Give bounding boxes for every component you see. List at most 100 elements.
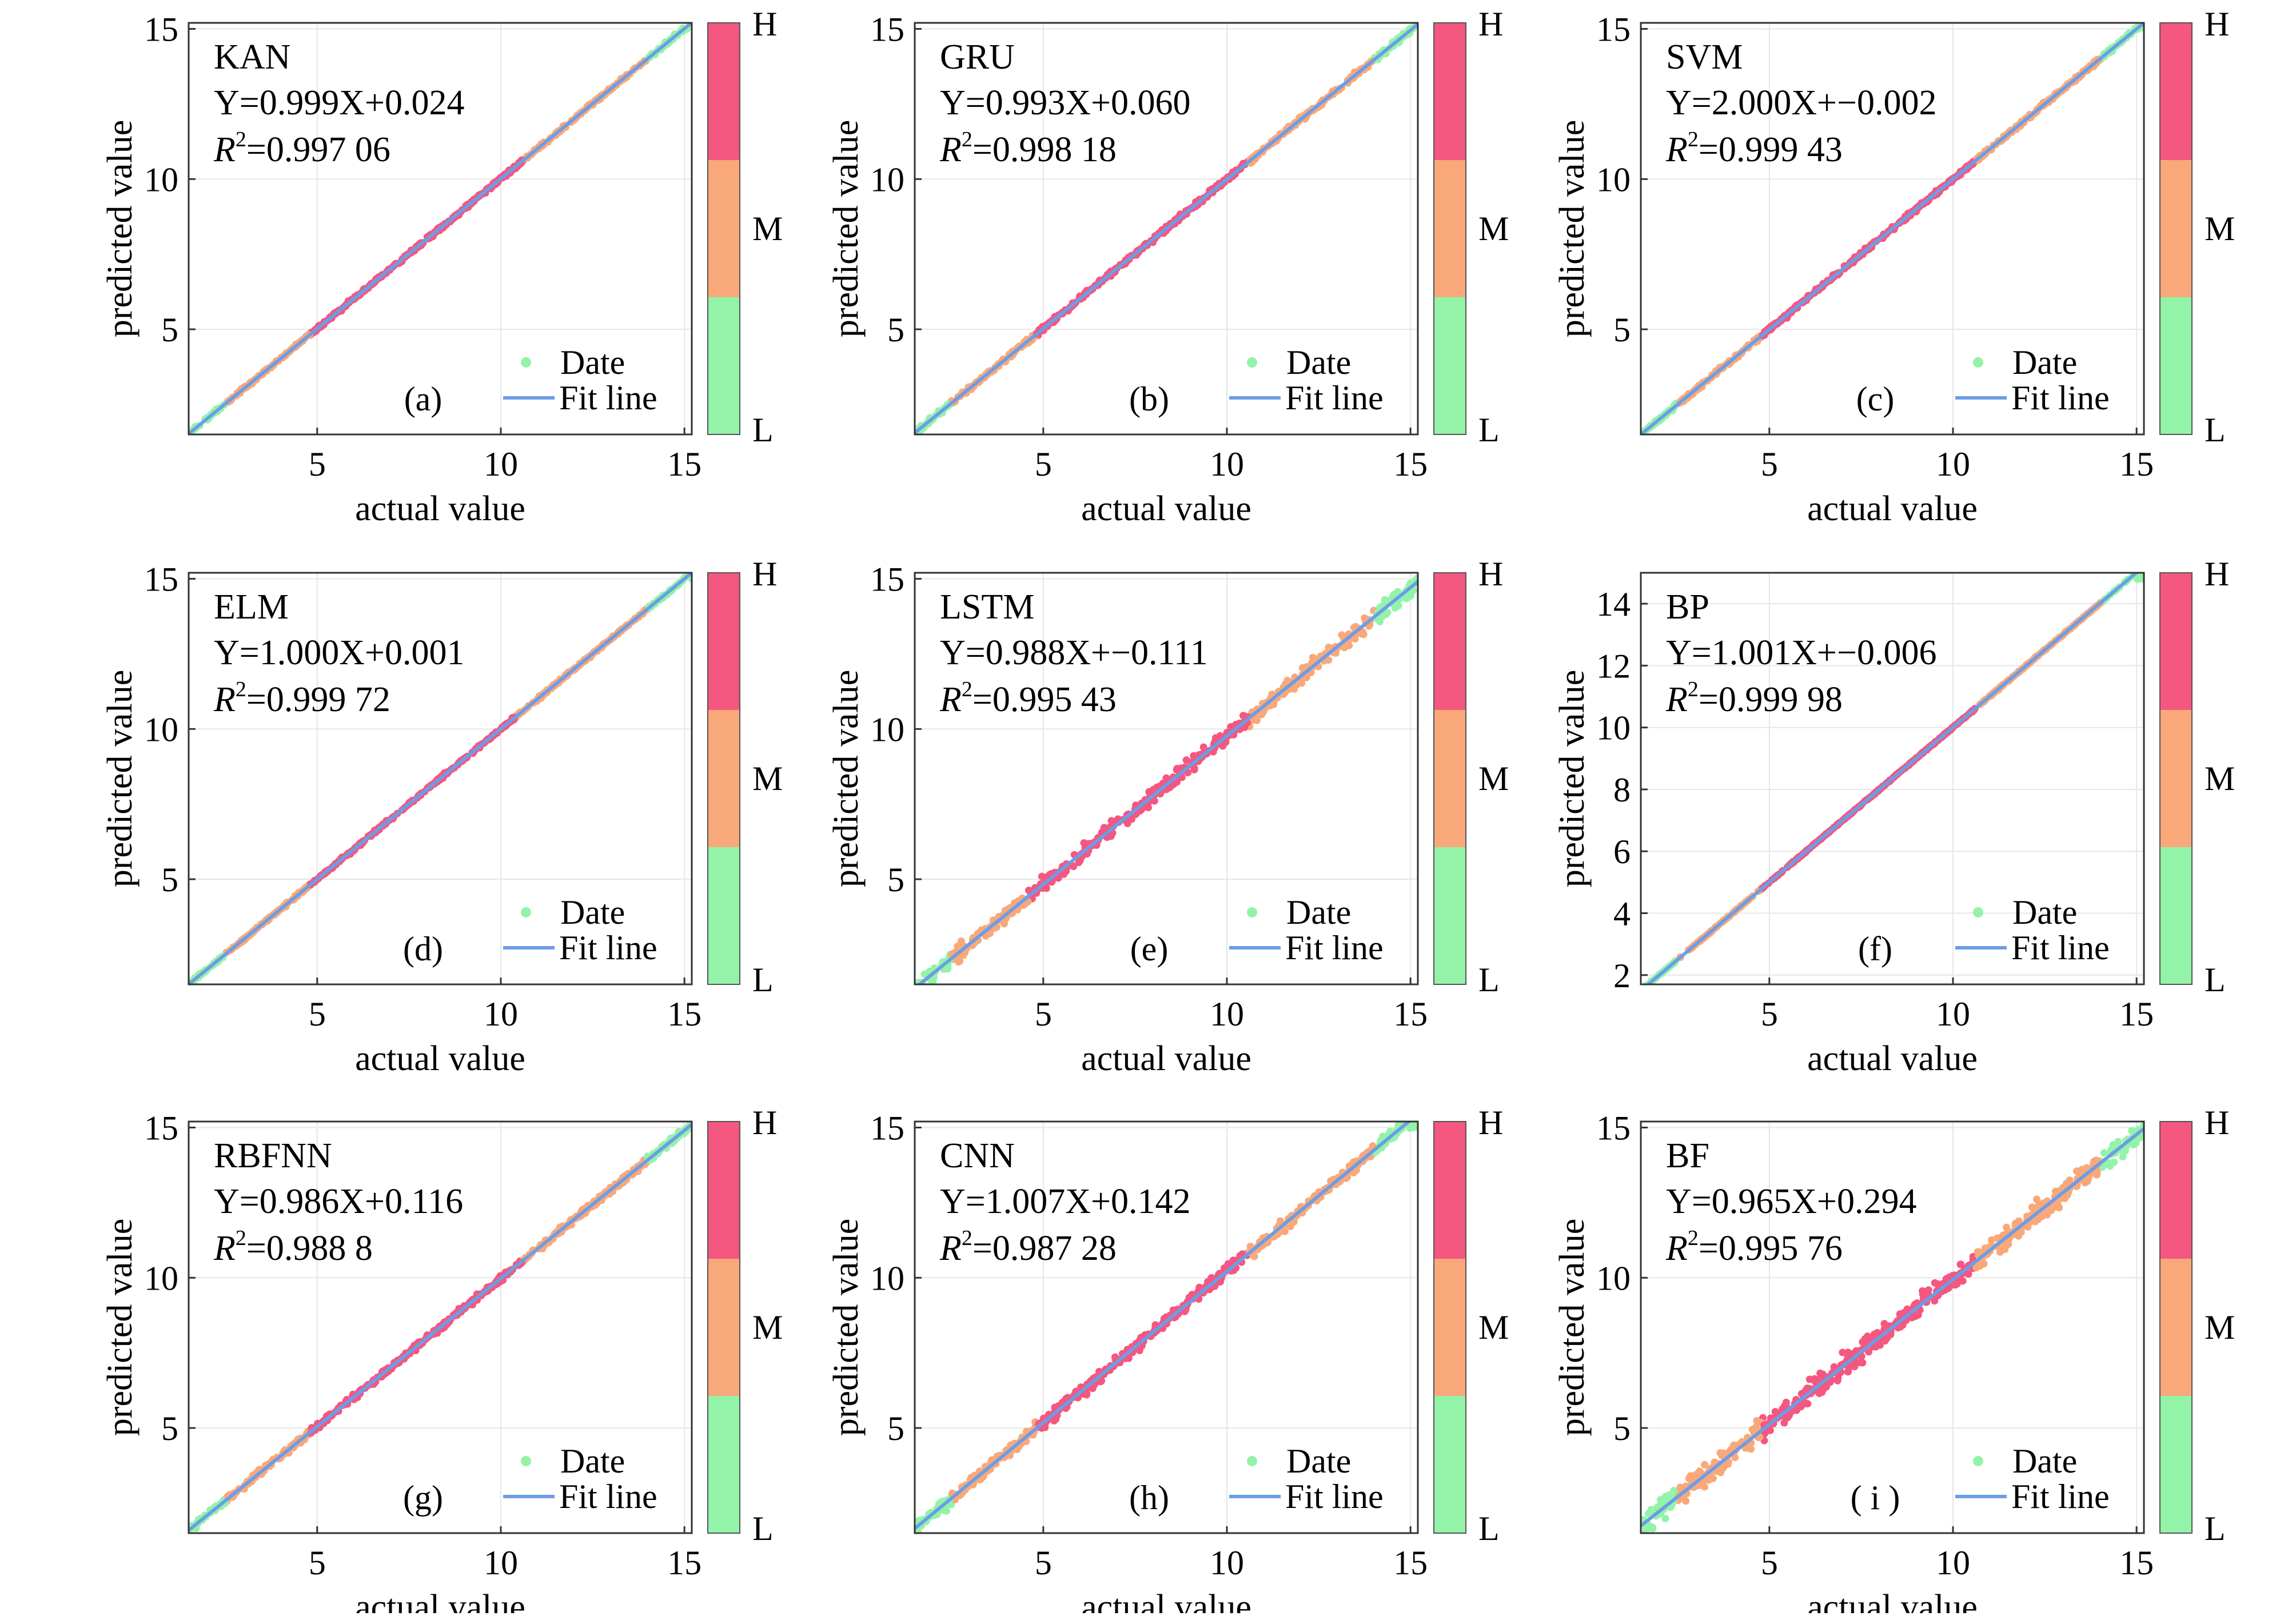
- y-tick-label: 8: [1613, 771, 1631, 809]
- x-tick-label: 10: [1210, 995, 1244, 1033]
- y-tick-label: 10: [144, 1259, 178, 1297]
- r-squared-symbol: R: [939, 130, 962, 169]
- legend-label-date: Date: [560, 893, 625, 931]
- model-name: GRU: [940, 38, 1015, 77]
- legend-label-fit: Fit line: [559, 379, 657, 417]
- panel-label: (c): [1856, 380, 1895, 418]
- model-name: RBFNN: [214, 1136, 332, 1175]
- x-tick-label: 10: [484, 995, 518, 1033]
- model-name: LSTM: [940, 588, 1034, 627]
- colorbar-label-l: L: [752, 961, 774, 999]
- y-axis-label: predicted value: [827, 670, 866, 887]
- r-squared-value: =0.997 06: [246, 130, 390, 169]
- colorbar-segment: [708, 847, 740, 984]
- y-tick-label: 5: [161, 1410, 178, 1447]
- y-tick-label: 6: [1613, 833, 1631, 871]
- legend-label-date: Date: [1286, 893, 1351, 931]
- fit-equation: Y=1.000X+0.001: [214, 633, 464, 672]
- colorbar-label-h: H: [752, 1104, 777, 1142]
- panel-label: (e): [1130, 930, 1169, 968]
- r-squared-symbol: R: [939, 680, 962, 719]
- legend-label-date: Date: [2012, 344, 2077, 381]
- colorbar-segment: [1434, 23, 1466, 160]
- y-tick-label: 15: [870, 561, 904, 598]
- model-name: ELM: [214, 588, 289, 627]
- x-axis-label: actual value: [1807, 489, 1978, 528]
- legend-marker-date: [1247, 357, 1257, 368]
- colorbar-label-m: M: [1478, 760, 1509, 797]
- colorbar-segment: [2160, 847, 2192, 984]
- colorbar-label-h: H: [2205, 5, 2229, 43]
- colorbar-label-h: H: [1478, 5, 1503, 43]
- y-tick-label: 12: [1596, 647, 1631, 685]
- legend-label-date: Date: [1286, 344, 1351, 381]
- x-axis-label: actual value: [355, 1039, 525, 1078]
- r-squared-symbol: R: [1665, 130, 1688, 169]
- y-tick-label: 10: [144, 161, 178, 198]
- panel-label: (f): [1858, 930, 1892, 968]
- model-name: BP: [1666, 588, 1709, 627]
- y-tick-label: 5: [887, 311, 904, 349]
- data-point: [917, 985, 924, 992]
- y-tick-label: 10: [870, 711, 904, 748]
- x-tick-label: 5: [1035, 995, 1052, 1033]
- y-tick-label: 10: [1596, 709, 1631, 747]
- data-point: [1183, 756, 1190, 764]
- colorbar-segment: [708, 1396, 740, 1533]
- y-tick-label: 14: [1596, 585, 1631, 623]
- data-point: [1298, 680, 1305, 687]
- x-tick-label: 15: [667, 1544, 701, 1582]
- legend-label-date: Date: [2012, 893, 2077, 931]
- y-axis-label: predicted value: [1553, 670, 1592, 887]
- colorbar-segment: [2160, 710, 2192, 847]
- x-tick-label: 15: [667, 995, 701, 1033]
- r-squared-exponent: 2: [962, 127, 972, 151]
- x-tick-label: 10: [1210, 445, 1244, 483]
- r-squared-exponent: 2: [1688, 677, 1699, 701]
- fit-equation: Y=0.988X+−0.111: [940, 633, 1208, 672]
- x-tick-label: 5: [1035, 445, 1052, 483]
- colorbar-segment: [708, 23, 740, 160]
- data-point: [1191, 766, 1198, 773]
- r-squared-symbol: R: [213, 1229, 236, 1268]
- x-axis-label: actual value: [1807, 1039, 1978, 1078]
- model-name: SVM: [1666, 38, 1743, 77]
- y-axis-label: predicted value: [1553, 120, 1592, 337]
- legend-label-fit: Fit line: [2011, 379, 2110, 417]
- panel-label: (g): [403, 1479, 443, 1517]
- legend-marker-date: [521, 907, 531, 917]
- data-point: [1395, 602, 1402, 609]
- fit-equation: Y=2.000X+−0.002: [1666, 83, 1936, 122]
- y-tick-label: 5: [887, 861, 904, 899]
- r-squared-value: =0.999 98: [1699, 680, 1843, 719]
- fit-equation: Y=0.986X+0.116: [214, 1182, 463, 1221]
- colorbar-label-m: M: [752, 760, 783, 797]
- legend-label-date: Date: [560, 1442, 625, 1480]
- r-squared-value: =0.999 43: [1699, 130, 1843, 169]
- x-tick-label: 15: [1393, 995, 1428, 1033]
- y-tick-label: 15: [144, 561, 178, 598]
- y-tick-label: 5: [161, 311, 178, 349]
- colorbar-label-l: L: [752, 411, 774, 449]
- colorbar-segment: [708, 297, 740, 434]
- y-tick-label: 15: [870, 11, 904, 49]
- y-axis-label: predicted value: [101, 1219, 139, 1436]
- fit-equation: Y=0.993X+0.060: [940, 83, 1190, 122]
- y-tick-label: 10: [144, 711, 178, 748]
- r-squared-value: =0.995 43: [972, 680, 1117, 719]
- panel-label: (d): [403, 930, 443, 968]
- legend-label-fit: Fit line: [1285, 379, 1384, 417]
- colorbar-segment: [708, 573, 740, 710]
- r-squared-exponent: 2: [236, 127, 246, 151]
- colorbar-label-m: M: [2205, 760, 2235, 797]
- colorbar-label-m: M: [752, 210, 783, 248]
- x-axis-label: actual value: [1081, 489, 1251, 528]
- x-axis-label: actual value: [355, 489, 525, 528]
- y-tick-label: 2: [1613, 957, 1631, 995]
- colorbar-label-l: L: [1478, 411, 1500, 449]
- legend-label-fit: Fit line: [559, 1478, 657, 1515]
